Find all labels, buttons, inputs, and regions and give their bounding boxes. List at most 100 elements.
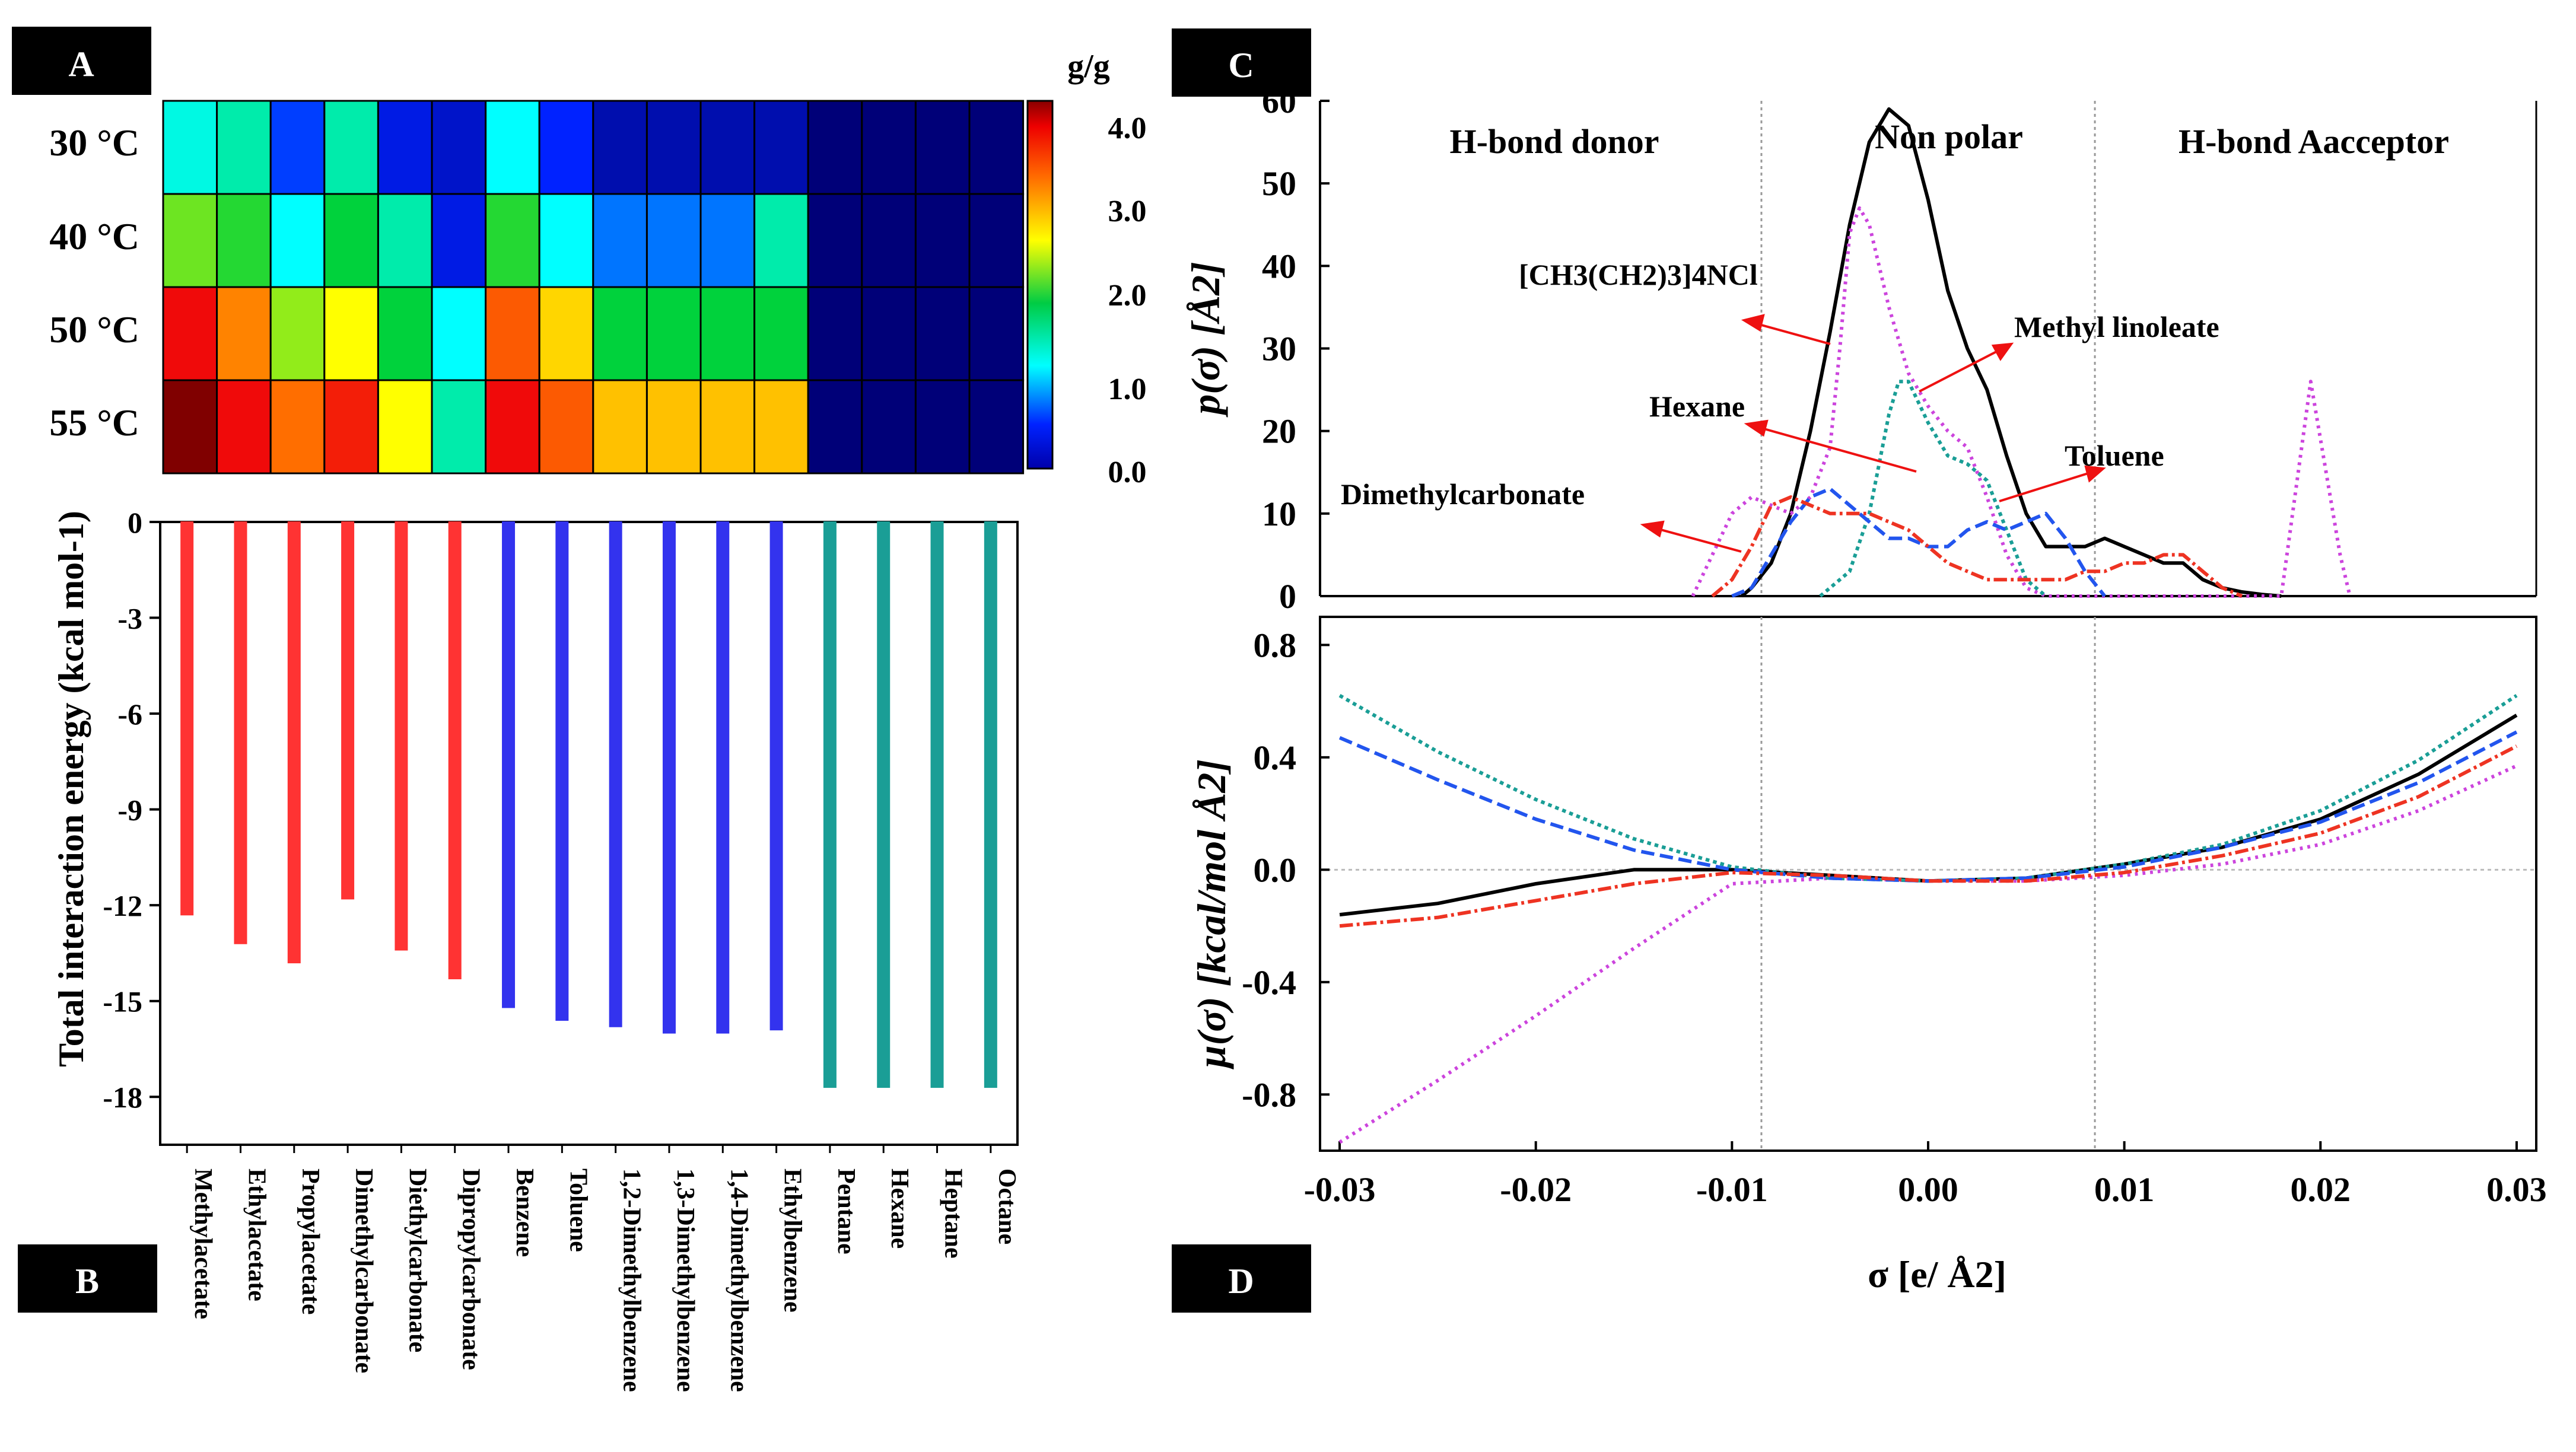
heatmap-cell (538, 286, 594, 381)
panel-label-a-box: A (12, 27, 151, 95)
heatmap-cell (592, 379, 648, 475)
sigma-potential-xlabel: σ [e/ Å2] (1868, 1253, 2006, 1295)
sigma-potential-xtick-label: 0.01 (2094, 1170, 2155, 1209)
heatmap-cell (377, 286, 433, 381)
panel-label-c: C (1228, 46, 1254, 85)
sigma-potential-ytick-label: 0.4 (1254, 738, 1297, 777)
heatmap-cell (807, 286, 863, 381)
heatmap-cell (753, 379, 809, 475)
bar (395, 521, 408, 951)
region-label-acceptor: H-bond Aacceptor (2179, 122, 2449, 161)
colorbar-tick: 3.0 (1108, 195, 1147, 228)
heatmap-cell (323, 193, 379, 288)
heatmap-cell (699, 286, 756, 381)
colorbar-ticks: 4.0 3.0 2.0 1.0 0.0 (1108, 112, 1147, 489)
bar (662, 521, 676, 1034)
sigma-potential-chart: 0.8 0.4 0.0 -0.4 -0.8 -0.03 -0.02 -0.01 0.00 0.01… (1242, 616, 2547, 1209)
panel-label-a: A (68, 44, 94, 84)
heatmap-cell (645, 286, 702, 381)
sigma-potential-xtick-label: -0.01 (1696, 1170, 1768, 1209)
bar-category-label: Hexane (886, 1168, 913, 1249)
heatmap-cell (753, 286, 809, 381)
heatmap-cell (323, 100, 379, 195)
heatmap-cell (485, 100, 540, 195)
bar-category-label: Octane (993, 1168, 1020, 1244)
colorbar-tick: 4.0 (1108, 112, 1147, 145)
colorbar-unit: g/g (1067, 48, 1110, 85)
heatmap-cell (592, 193, 648, 288)
bar-chart-ytick-label: -15 (103, 985, 142, 1018)
colorbar-tick: 0.0 (1108, 456, 1147, 489)
bar (609, 521, 622, 1027)
annotation-arrowhead (2084, 465, 2106, 483)
bar-category-label: Diethylcarbonate (403, 1168, 431, 1352)
heatmap-cell (861, 100, 917, 195)
series-line (1339, 744, 2518, 928)
heatmap-cell (162, 100, 218, 195)
sigma-profile-ytick-label: 40 (1262, 247, 1296, 285)
region-label-nonpolar: Non polar (1875, 117, 2023, 156)
bar-category-label: Dipropylcarbonate (457, 1168, 485, 1370)
heatmap-cell (377, 379, 433, 475)
heatmap-cell (538, 379, 594, 475)
curve-annotations: [CH3(CH2)3]4NCl Methyl linoleate Hexane … (1341, 258, 2219, 511)
heatmap-cell (914, 100, 971, 195)
heatmap-cell (968, 286, 1025, 381)
panel-label-b: B (75, 1262, 99, 1301)
bar-category-label: 1,2-Dimethylbenzene (618, 1168, 645, 1392)
bar-category-label: Methylacetate (189, 1168, 217, 1319)
sigma-profile-ytick-label: 60 (1262, 82, 1296, 120)
sigma-profile-ytick-label: 10 (1262, 495, 1296, 533)
annotation-arrow (1999, 467, 2104, 502)
heatmap-cell (753, 193, 809, 288)
heatmap-cell (968, 379, 1025, 475)
bar (502, 521, 516, 1008)
heatmap-cell (592, 100, 648, 195)
series-line (1731, 487, 2106, 598)
bar-category-label: Dimethylcarbonate (350, 1168, 377, 1373)
sigma-profile-ytick-label: 0 (1279, 577, 1296, 616)
annotation-arrow (1747, 423, 1917, 473)
heatmap-cell (431, 193, 487, 288)
heatmap-cell (216, 100, 272, 195)
annotation-label: [CH3(CH2)3]4NCl (1519, 258, 1758, 291)
heatmap-cell (699, 379, 756, 475)
annotation-label: Toluene (2065, 439, 2164, 472)
heatmap-cell (699, 100, 756, 195)
bar-category-label: 1,4-Dimethylbenzene (725, 1168, 752, 1392)
bar-category-label: 1,3-Dimethylbenzene (672, 1168, 699, 1392)
annotation-arrowhead (1991, 342, 2014, 361)
bar-category-label: Ethylbenzene (779, 1168, 806, 1313)
panel-label-d: D (1228, 1262, 1254, 1301)
annotation-arrowhead (1640, 520, 1665, 538)
sigma-potential-ytick-label: 0.8 (1254, 626, 1297, 664)
bar-chart-ytick-label: -9 (117, 794, 142, 827)
bar-chart-ytick-label: 0 (128, 506, 142, 539)
bar-category-label: Toluene (564, 1168, 591, 1252)
heatmap-cell (216, 379, 272, 475)
bar (234, 521, 247, 944)
bar (716, 521, 730, 1034)
series-line (1711, 495, 2243, 598)
annotation-arrowhead (1741, 314, 1765, 332)
sigma-potential-xtick-label: 0.03 (2486, 1170, 2547, 1209)
sigma-potential-ylabel: μ(σ) [kcal/mol Å2] (1189, 759, 1234, 1069)
heatmap-cell (538, 193, 594, 288)
heatmap-cell (216, 193, 272, 288)
bar (877, 521, 891, 1088)
sigma-potential-ytick-label: -0.4 (1242, 963, 1296, 1002)
bar (823, 521, 837, 1088)
heatmap-cell (968, 193, 1025, 288)
bar-chart-ytick-label: -18 (103, 1081, 142, 1114)
heatmap-cell (753, 100, 809, 195)
sigma-profile-ytick-label: 20 (1262, 412, 1296, 451)
heatmap-cell (592, 286, 648, 381)
colorbar-tick: 1.0 (1108, 372, 1147, 406)
bar (180, 521, 194, 916)
heatmap-cell (485, 286, 540, 381)
series-line (1819, 380, 2047, 598)
bar-chart-frame (159, 521, 1019, 1146)
heatmap-cell (431, 286, 487, 381)
bar-category-label: Pentane (832, 1168, 860, 1254)
